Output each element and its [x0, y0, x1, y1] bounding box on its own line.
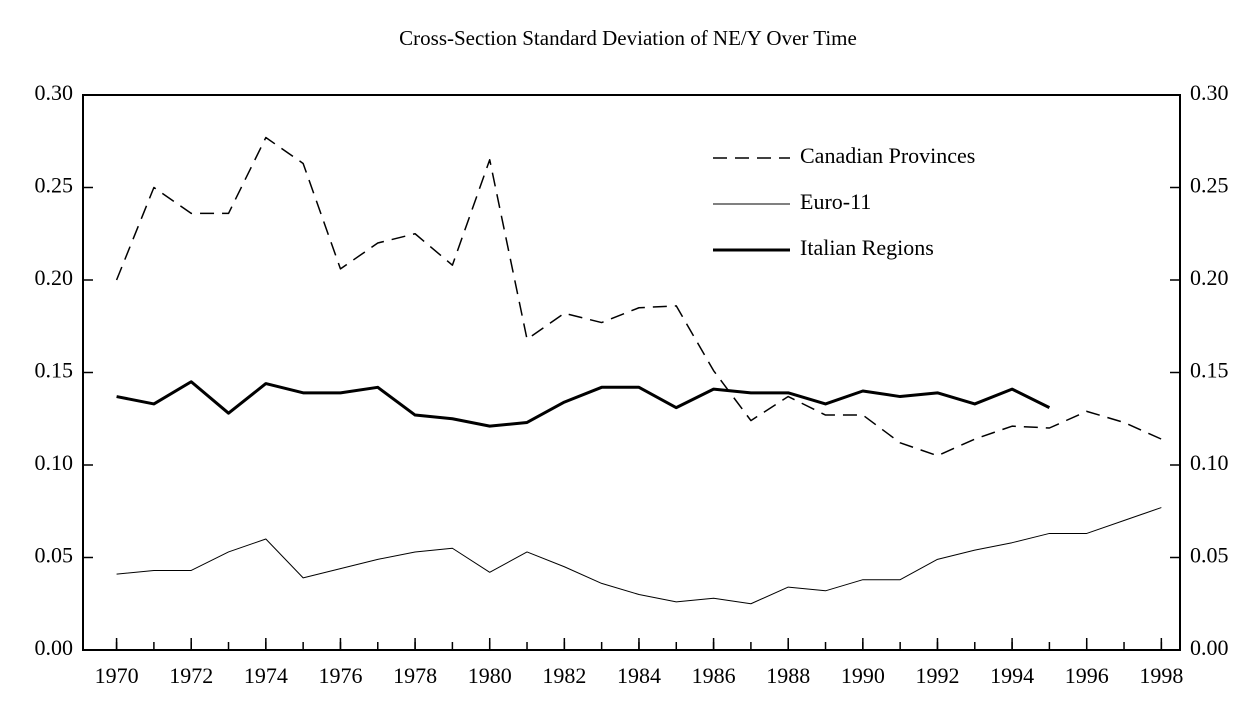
x-tick-label: 1998: [1139, 663, 1183, 688]
x-tick-label: 1996: [1065, 663, 1109, 688]
y2-tick-label: 0.20: [1190, 265, 1229, 290]
x-tick-label: 1980: [468, 663, 512, 688]
legend-label: Canadian Provinces: [800, 143, 975, 168]
y-tick-label: 0.05: [35, 543, 74, 568]
legend-label: Euro-11: [800, 189, 871, 214]
y-tick-label: 0.20: [35, 265, 74, 290]
series-line: [116, 380, 1051, 428]
y-tick-label: 0.10: [35, 450, 74, 475]
y-tick-label: 0.15: [35, 358, 74, 383]
x-tick-label: 1974: [244, 663, 288, 688]
x-tick-label: 1990: [841, 663, 885, 688]
x-tick-label: 1982: [542, 663, 586, 688]
x-tick-label: 1970: [95, 663, 139, 688]
y2-tick-label: 0.30: [1190, 80, 1229, 105]
y-tick-label: 0.00: [35, 635, 74, 660]
y-tick-label: 0.30: [35, 80, 74, 105]
series-line: [116, 507, 1162, 605]
x-tick-label: 1994: [990, 663, 1034, 688]
legend-label: Italian Regions: [800, 235, 934, 260]
x-tick-label: 1988: [766, 663, 810, 688]
series-line: [115, 136, 1162, 457]
x-tick-label: 1984: [617, 663, 661, 688]
x-tick-label: 1992: [915, 663, 959, 688]
x-tick-label: 1978: [393, 663, 437, 688]
y2-tick-label: 0.15: [1190, 358, 1229, 383]
y2-tick-label: 0.05: [1190, 543, 1229, 568]
x-tick-label: 1972: [169, 663, 213, 688]
y2-tick-label: 0.00: [1190, 635, 1229, 660]
x-tick-label: 1976: [318, 663, 362, 688]
chart-title: Cross-Section Standard Deviation of NE/Y…: [399, 26, 857, 50]
plot-frame: [82, 94, 1181, 651]
y2-tick-label: 0.10: [1190, 450, 1229, 475]
y-tick-label: 0.25: [35, 173, 74, 198]
x-tick-label: 1986: [692, 663, 736, 688]
y2-tick-label: 0.25: [1190, 173, 1229, 198]
